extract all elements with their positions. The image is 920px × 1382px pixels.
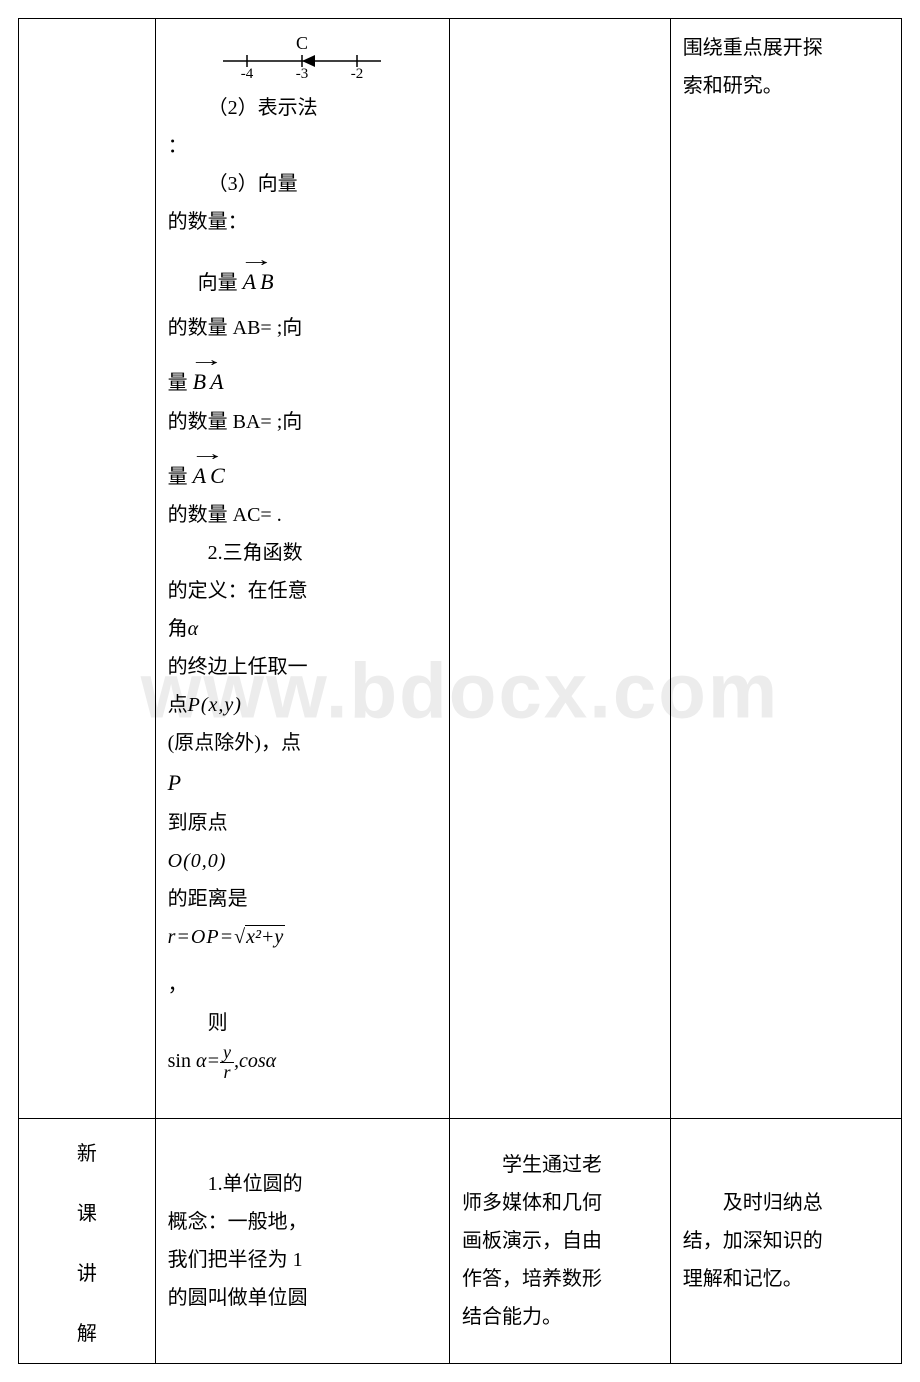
- svg-text:-3: -3: [296, 66, 309, 79]
- act-l4: 作答，培养数形: [462, 1260, 658, 1298]
- act-l5: 结合能力。: [462, 1298, 658, 1336]
- int2-l3: 理解和记忆。: [683, 1260, 889, 1298]
- vector-ab: AB: [243, 247, 278, 303]
- page: www.bdocx.com C -4 -3 -2: [18, 18, 902, 1364]
- sin-lbl: sin: [168, 1050, 191, 1072]
- sec-char: 讲: [77, 1255, 97, 1293]
- vector-qty-suffix: 的数量：: [168, 203, 437, 241]
- ze: 则: [168, 1004, 437, 1042]
- dian: 点: [168, 694, 188, 716]
- o00: O(0,0): [168, 842, 437, 880]
- vec-ab-line: 向量 AB: [168, 247, 437, 303]
- cell-design-intent: 围绕重点展开探 索和研究。: [670, 19, 901, 1119]
- table-row: C -4 -3 -2 （2）表示法 ： （3）向量: [19, 19, 902, 1119]
- table-row: 新 课 讲 解 1.单位圆的 概念：一般地， 我们把半径为 1 的圆叫做单位圆 …: [19, 1118, 902, 1363]
- frac-den: r: [220, 1063, 234, 1082]
- lec-l3: 我们把半径为 1: [168, 1241, 437, 1279]
- sec-char: 解: [77, 1315, 97, 1353]
- vector-qty-heading: （3）向量: [168, 165, 437, 203]
- intent-l1: 围绕重点展开探: [683, 29, 889, 67]
- trig-l4: 的终边上任取一: [168, 648, 437, 686]
- vector-ac: AC: [193, 441, 229, 497]
- vector-ba: BA: [193, 347, 228, 403]
- trig-l5: 点P(x,y): [168, 686, 437, 724]
- trig-l6: (原点除外)，点: [168, 724, 437, 762]
- svg-text:-4: -4: [241, 66, 254, 79]
- svg-text:-2: -2: [351, 66, 364, 79]
- liang-1: 量: [168, 372, 188, 394]
- cell-lecture-content: 1.单位圆的 概念：一般地， 我们把半径为 1 的圆叫做单位圆: [155, 1118, 449, 1363]
- trig-l2: 的定义：在任意: [168, 572, 437, 610]
- cos-lbl: ,cosα: [234, 1050, 276, 1072]
- cell-student-activity-empty: [449, 19, 670, 1119]
- intent-l2: 索和研究。: [683, 67, 889, 105]
- alpha-1: α: [188, 618, 199, 640]
- trig-l3: 角α: [168, 610, 437, 648]
- int2-l2: 结，加深知识的: [683, 1222, 889, 1260]
- sec-char: 新: [77, 1135, 97, 1173]
- cell-section-label: [19, 19, 156, 1119]
- method-heading: （2）表示法: [168, 89, 437, 127]
- cell-main-content: C -4 -3 -2 （2）表示法 ： （3）向量: [155, 19, 449, 1119]
- section-vertical: 新 课 讲 解: [31, 1129, 143, 1353]
- pxy: P(x,y): [188, 694, 242, 716]
- lesson-table: C -4 -3 -2 （2）表示法 ： （3）向量: [18, 18, 902, 1364]
- point-c-label: C: [296, 35, 308, 53]
- vec-prefix: 向量: [168, 272, 238, 294]
- cell-section-label: 新 课 讲 解: [19, 1118, 156, 1363]
- r-eq: r=OP=: [168, 926, 234, 948]
- lec-l2: 概念：一般地，: [168, 1203, 437, 1241]
- trig-l1: 2.三角函数: [168, 534, 437, 572]
- liang-2: 量: [168, 466, 188, 488]
- r-eq-line: r=OP=√x²+y: [168, 918, 437, 956]
- frac-num: y: [220, 1043, 234, 1063]
- act-l2: 师多媒体和几何: [462, 1184, 658, 1222]
- act-l1: 学生通过老: [462, 1146, 658, 1184]
- sqrt-icon: √x²+y: [234, 918, 285, 956]
- alpha-eq: α=: [196, 1050, 220, 1072]
- sin-line: sin α=yr,cosα: [168, 1042, 437, 1082]
- sqrt-radicand: x²+y: [245, 925, 285, 948]
- cell-student-activity: 学生通过老 师多媒体和几何 画板演示，自由 作答，培养数形 结合能力。: [449, 1118, 670, 1363]
- int2-l1: 及时归纳总: [683, 1184, 889, 1222]
- lec-l4: 的圆叫做单位圆: [168, 1279, 437, 1317]
- trig-l8: 的距离是: [168, 880, 437, 918]
- vector-qty-prefix: （3）向量: [168, 173, 298, 195]
- ac-vec-line: 量 AC: [168, 441, 437, 497]
- frac-y-r: yr: [220, 1043, 234, 1082]
- p-var: P: [168, 762, 437, 804]
- ac-qty: 的数量 AC= .: [168, 496, 437, 534]
- sec-char: 课: [77, 1195, 97, 1233]
- lec-l1: 1.单位圆的: [168, 1165, 437, 1203]
- number-line-svg: C -4 -3 -2: [217, 35, 387, 79]
- method-colon: ：: [168, 127, 437, 165]
- jiao: 角: [168, 618, 188, 640]
- cell-design-intent: 及时归纳总 结，加深知识的 理解和记忆。: [670, 1118, 901, 1363]
- trig-l7: 到原点: [168, 804, 437, 842]
- number-line: C -4 -3 -2: [217, 35, 387, 79]
- comma: ，: [168, 966, 437, 1004]
- act-l3: 画板演示，自由: [462, 1222, 658, 1260]
- ba-vec-line: 量 BA: [168, 347, 437, 403]
